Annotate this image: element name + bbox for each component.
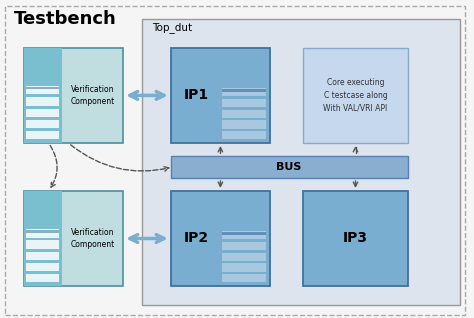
FancyBboxPatch shape bbox=[222, 252, 266, 261]
FancyBboxPatch shape bbox=[222, 242, 266, 250]
FancyBboxPatch shape bbox=[5, 6, 465, 315]
FancyBboxPatch shape bbox=[171, 48, 270, 143]
FancyBboxPatch shape bbox=[24, 48, 62, 143]
Text: Core executing
C testcase along
With VAL/VRI API: Core executing C testcase along With VAL… bbox=[323, 79, 388, 112]
Text: IP1: IP1 bbox=[184, 88, 209, 102]
FancyBboxPatch shape bbox=[222, 88, 266, 96]
Text: Testbench: Testbench bbox=[14, 10, 117, 28]
FancyBboxPatch shape bbox=[222, 263, 266, 272]
Text: Verification
Component: Verification Component bbox=[70, 85, 115, 106]
FancyBboxPatch shape bbox=[26, 131, 59, 139]
FancyBboxPatch shape bbox=[24, 48, 123, 143]
FancyBboxPatch shape bbox=[222, 109, 266, 118]
FancyBboxPatch shape bbox=[222, 231, 266, 239]
Text: IP3: IP3 bbox=[343, 232, 368, 245]
Text: IP2: IP2 bbox=[184, 232, 209, 245]
FancyBboxPatch shape bbox=[303, 48, 408, 143]
FancyBboxPatch shape bbox=[24, 191, 123, 286]
Text: Verification
Component: Verification Component bbox=[70, 228, 115, 249]
Text: BUS: BUS bbox=[276, 162, 302, 172]
FancyBboxPatch shape bbox=[24, 191, 62, 286]
FancyBboxPatch shape bbox=[26, 230, 59, 232]
FancyBboxPatch shape bbox=[222, 232, 266, 235]
FancyBboxPatch shape bbox=[26, 86, 59, 89]
FancyBboxPatch shape bbox=[26, 240, 59, 249]
FancyBboxPatch shape bbox=[222, 274, 266, 282]
FancyBboxPatch shape bbox=[222, 99, 266, 107]
FancyBboxPatch shape bbox=[26, 263, 59, 271]
FancyBboxPatch shape bbox=[26, 108, 59, 117]
FancyBboxPatch shape bbox=[142, 19, 460, 305]
FancyBboxPatch shape bbox=[26, 86, 59, 94]
FancyBboxPatch shape bbox=[222, 131, 266, 139]
FancyBboxPatch shape bbox=[26, 120, 59, 128]
FancyBboxPatch shape bbox=[26, 229, 59, 238]
FancyBboxPatch shape bbox=[303, 191, 408, 286]
FancyBboxPatch shape bbox=[26, 252, 59, 260]
FancyBboxPatch shape bbox=[171, 156, 408, 178]
FancyBboxPatch shape bbox=[26, 97, 59, 106]
Text: Top_dut: Top_dut bbox=[152, 22, 192, 33]
FancyBboxPatch shape bbox=[222, 88, 266, 92]
FancyBboxPatch shape bbox=[26, 274, 59, 282]
FancyBboxPatch shape bbox=[171, 191, 270, 286]
FancyBboxPatch shape bbox=[222, 120, 266, 128]
